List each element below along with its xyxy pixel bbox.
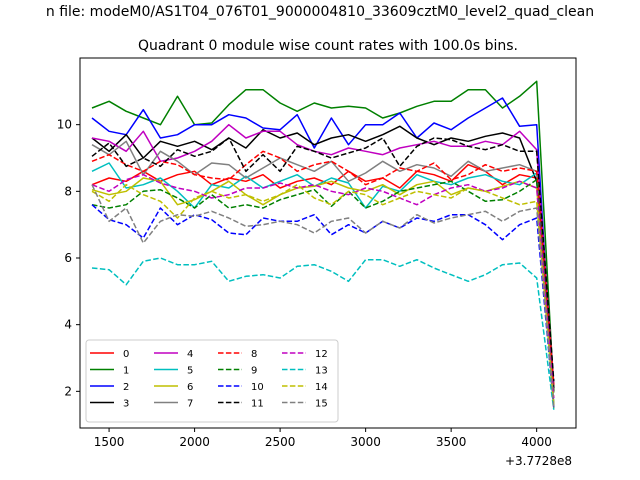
series-line-5 bbox=[91, 162, 555, 405]
series-line-6 bbox=[91, 177, 555, 409]
legend-box bbox=[85, 339, 339, 423]
legend-label-0: 0 bbox=[123, 349, 129, 360]
legend-label-4: 4 bbox=[187, 349, 193, 360]
legend-label-2: 2 bbox=[123, 382, 129, 393]
legend-label-8: 8 bbox=[251, 349, 257, 360]
legend-label-10: 10 bbox=[251, 382, 264, 393]
axes-frame bbox=[79, 57, 577, 429]
series-line-7 bbox=[91, 140, 555, 405]
legend-label-1: 1 bbox=[123, 366, 129, 377]
series-line-13 bbox=[91, 257, 555, 410]
y-tick-label: 6 bbox=[64, 251, 72, 265]
legend-label-5: 5 bbox=[187, 366, 193, 377]
x-tick-label: 2500 bbox=[265, 435, 296, 449]
y-tick-label: 2 bbox=[64, 384, 72, 398]
x-tick-label: 2000 bbox=[179, 435, 210, 449]
legend-label-14: 14 bbox=[315, 382, 328, 393]
legend-label-11: 11 bbox=[251, 399, 264, 410]
series-line-11 bbox=[91, 137, 555, 382]
legend-label-15: 15 bbox=[315, 399, 328, 410]
legend-label-12: 12 bbox=[315, 349, 328, 360]
series-line-10 bbox=[91, 204, 555, 409]
figure-suptitle: n file: modeM0/AS1T04_076T01_9000004810_… bbox=[46, 4, 594, 20]
series-line-15 bbox=[91, 184, 555, 409]
series-layer bbox=[91, 80, 555, 410]
legend-label-13: 13 bbox=[315, 366, 328, 377]
y-tick-label: 8 bbox=[64, 184, 72, 198]
y-tick-label: 10 bbox=[57, 118, 72, 132]
chart-title: Quadrant 0 module wise count rates with … bbox=[138, 38, 518, 54]
series-line-4 bbox=[91, 123, 555, 385]
y-tick-label: 4 bbox=[64, 318, 72, 332]
x-tick-label: 3000 bbox=[350, 435, 381, 449]
series-line-1 bbox=[91, 80, 555, 392]
series-line-8 bbox=[91, 150, 555, 385]
series-line-9 bbox=[91, 178, 555, 395]
series-line-3 bbox=[91, 125, 555, 389]
legend-label-3: 3 bbox=[123, 399, 129, 410]
x-tick-label: 4000 bbox=[521, 435, 552, 449]
legend-label-9: 9 bbox=[251, 366, 257, 377]
x-offset-label: +3.7728e8 bbox=[505, 454, 572, 468]
legend-label-7: 7 bbox=[187, 399, 193, 410]
legend-label-6: 6 bbox=[187, 382, 193, 393]
series-line-2 bbox=[91, 97, 555, 409]
x-tick-label: 3500 bbox=[436, 435, 467, 449]
series-line-14 bbox=[91, 183, 555, 405]
x-tick-label: 1500 bbox=[94, 435, 125, 449]
